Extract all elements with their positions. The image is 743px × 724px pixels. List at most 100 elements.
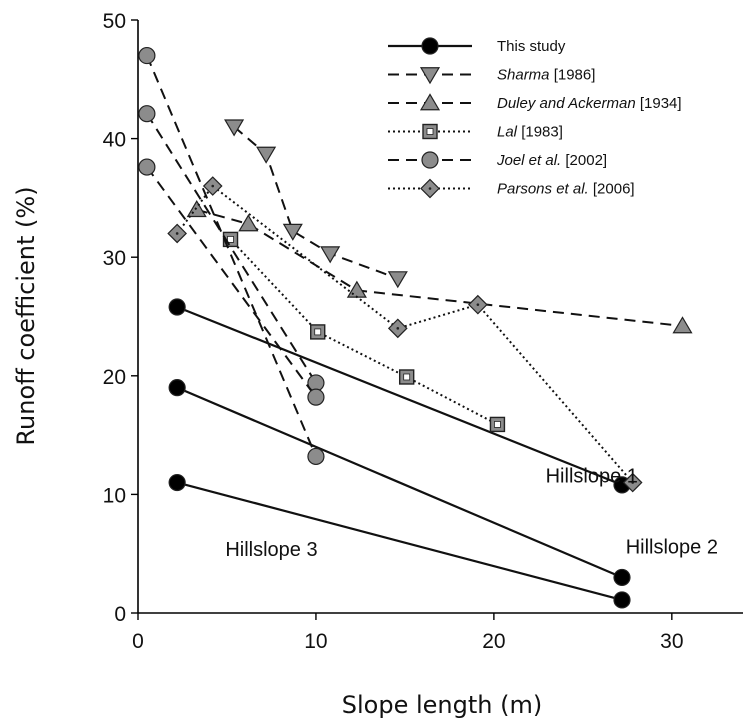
series-6 — [138, 46, 325, 466]
data-point — [346, 280, 367, 298]
data-point — [202, 176, 223, 196]
x-tick-label: 30 — [660, 630, 683, 653]
legend-label-main: Joel et al. — [496, 152, 561, 169]
data-point — [307, 447, 325, 466]
data-point — [622, 472, 643, 493]
legend-label-main: Parsons et al. — [497, 181, 589, 198]
marker-diamond-dot — [428, 187, 432, 190]
legend-label-main: Lal — [497, 124, 518, 141]
annotation-label: Hillslope 1 — [546, 466, 638, 488]
series-7 — [138, 105, 325, 392]
data-point — [138, 46, 156, 65]
data-point — [168, 298, 186, 316]
data-point — [238, 214, 259, 232]
axes: 0 10 20 30 40 50 0 10 20 30 Slope length (m) Runoff… — [12, 10, 743, 719]
legend-label: This study — [497, 38, 566, 55]
legend-marker — [421, 151, 439, 169]
legend-entry: Sharma [1986] — [388, 67, 595, 85]
marker-diamond-dot — [631, 481, 634, 484]
series-line — [176, 386, 623, 579]
series-line — [146, 166, 317, 398]
legend-label-year: [1934] — [636, 95, 682, 112]
series-line — [176, 481, 623, 602]
y-tick-label: 0 — [114, 603, 126, 626]
legend-label-year: [2006] — [589, 181, 635, 198]
legend-label-year: [1986] — [550, 67, 596, 84]
data-point — [672, 316, 693, 334]
marker-square-inner — [494, 421, 501, 428]
x-tick-label: 20 — [482, 630, 505, 653]
x-axis-title: Slope length (m) — [342, 691, 542, 719]
data-point — [310, 324, 326, 340]
legend-label: Joel et al. [2002] — [496, 152, 607, 169]
series-5 — [222, 231, 506, 433]
legend: This study Sharma [1986] Duley and Ackerma… — [388, 37, 682, 199]
series-2 — [168, 473, 631, 609]
legend-label: Parsons et al. [2006] — [497, 181, 635, 198]
legend-label: Lal [1983] — [497, 124, 563, 141]
legend-marker — [419, 93, 441, 111]
marker-diamond-dot — [211, 184, 215, 188]
series-line — [229, 238, 498, 426]
series-line — [196, 208, 683, 327]
data-point — [307, 388, 325, 406]
data-point — [168, 379, 186, 397]
legend-entry: Duley and Ackerman [1934] — [388, 93, 682, 112]
legend-marker — [419, 67, 441, 85]
series-line — [176, 305, 623, 486]
data-point — [138, 158, 156, 176]
legend-marker — [420, 178, 440, 199]
marker-square-inner — [314, 328, 322, 336]
annotations: Hillslope 1 Hillslope 2 Hillslope 3 — [225, 466, 718, 562]
data-point — [613, 568, 631, 587]
series-3 — [224, 119, 408, 289]
y-tick-label: 30 — [103, 247, 126, 270]
data-point — [387, 271, 408, 289]
series-0 — [168, 298, 631, 494]
y-tick-label: 40 — [103, 129, 126, 152]
data-point — [256, 146, 277, 164]
y-axis-title: Runoff coefficient (%) — [12, 186, 40, 445]
legend-entry: Lal [1983] — [388, 124, 563, 141]
marker-square-inner — [426, 128, 434, 135]
marker-diamond-dot — [476, 303, 480, 306]
legend-label-main: Duley and Ackerman — [497, 95, 636, 112]
series-9 — [167, 176, 643, 493]
data-series — [138, 46, 693, 609]
series-line — [233, 125, 399, 280]
series-line — [145, 55, 317, 457]
y-tick-label: 10 — [103, 484, 126, 507]
data-point — [398, 369, 415, 385]
y-tick-label: 50 — [103, 10, 126, 33]
legend-label-year: [1983] — [517, 124, 563, 141]
legend-label: Sharma [1986] — [497, 67, 595, 84]
x-tick-label: 0 — [132, 630, 144, 653]
data-point — [224, 119, 245, 137]
legend-label: Duley and Ackerman [1934] — [497, 95, 682, 112]
legend-marker — [421, 37, 439, 55]
annotation-label: Hillslope 3 — [225, 539, 317, 561]
legend-marker — [422, 123, 438, 140]
data-point — [489, 416, 506, 433]
data-point — [282, 223, 303, 241]
series-line — [146, 113, 317, 384]
series-1 — [168, 379, 631, 587]
y-tick-label: 20 — [103, 366, 126, 389]
marker-square-inner — [403, 373, 411, 381]
marker-diamond-dot — [175, 232, 179, 235]
data-point — [468, 294, 488, 315]
x-tick-label: 10 — [304, 630, 327, 653]
legend-label-year: [2002] — [561, 152, 607, 169]
data-point — [320, 246, 341, 264]
data-point — [138, 105, 156, 123]
legend-entry: This study — [388, 37, 566, 55]
data-point — [168, 473, 186, 492]
legend-entry: Joel et al. [2002] — [388, 151, 607, 169]
series-4 — [186, 200, 693, 334]
marker-square-inner — [227, 236, 234, 243]
data-point — [387, 318, 408, 339]
data-point — [167, 223, 187, 244]
marker-diamond-dot — [396, 327, 400, 330]
legend-label-main: Sharma — [497, 67, 550, 84]
